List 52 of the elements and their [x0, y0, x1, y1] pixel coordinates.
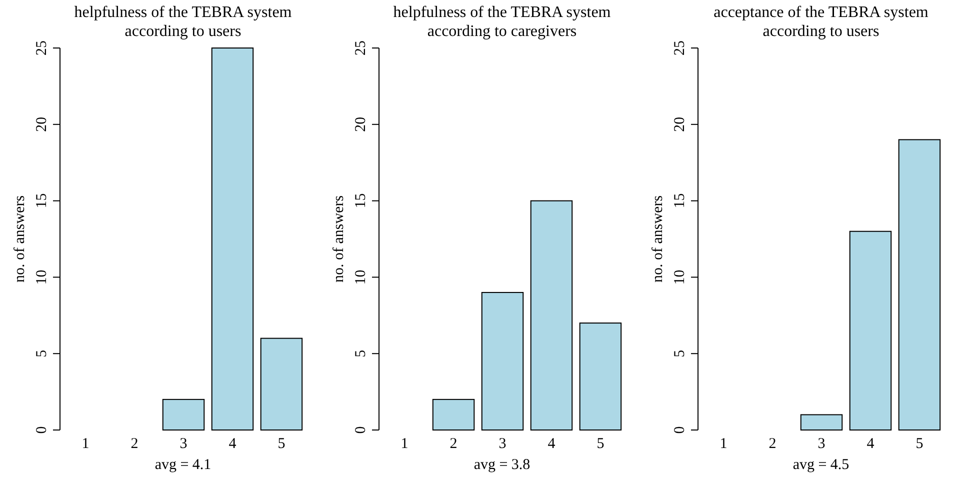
y-tick-label: 15 — [34, 193, 50, 208]
chart-title: acceptance of the TEBRA system according to users — [714, 4, 929, 40]
bar — [849, 230, 892, 430]
bar — [898, 139, 941, 430]
y-tick-label: 15 — [353, 193, 369, 208]
chart-title: helpfulness of the TEBRA system according to caregivers — [393, 4, 612, 40]
bar — [211, 48, 254, 430]
x-tick-label: 4 — [228, 436, 237, 452]
x-tick-label: 2 — [450, 436, 458, 452]
y-tick-label: 0 — [672, 426, 688, 434]
y-tick-label: 25 — [672, 40, 688, 56]
y-axis-title: no. of answers — [12, 195, 28, 283]
bar — [260, 338, 303, 430]
x-tick-label: 5 — [916, 436, 924, 452]
y-axis-title: no. of answers — [331, 195, 347, 283]
y-tick-label: 20 — [353, 116, 369, 132]
x-tick-label: 5 — [596, 436, 604, 452]
y-tick-label: 20 — [672, 116, 688, 132]
x-tick-label: 3 — [818, 436, 826, 452]
x-tick-label: 2 — [130, 436, 138, 452]
bar — [432, 398, 475, 430]
x-axis-title: avg = 4.5 — [792, 457, 850, 473]
x-axis-title: avg = 4.1 — [154, 457, 212, 473]
x-tick-label: 3 — [498, 436, 506, 452]
chart-title: helpfulness of the TEBRA system according to users — [74, 4, 292, 40]
x-tick-label: 1 — [82, 436, 90, 452]
y-tick-label: 10 — [353, 270, 369, 285]
x-axis-title: avg = 3.8 — [474, 457, 530, 473]
y-tick-label: 5 — [672, 350, 688, 358]
x-tick-label: 1 — [400, 436, 408, 452]
y-tick-label: 0 — [353, 426, 369, 434]
bar — [530, 200, 573, 430]
bar — [162, 398, 205, 430]
y-tick-label: 25 — [353, 40, 369, 56]
y-tick-label: 15 — [672, 193, 688, 208]
y-tick-label: 10 — [34, 270, 50, 285]
bar — [800, 414, 843, 430]
y-tick-label: 25 — [34, 40, 50, 56]
bar — [579, 322, 622, 430]
bar — [481, 292, 524, 430]
y-tick-label: 0 — [34, 426, 50, 434]
x-tick-label: 1 — [720, 436, 728, 452]
x-tick-label: 2 — [768, 436, 776, 452]
y-tick-label: 20 — [34, 116, 50, 132]
x-tick-label: 4 — [548, 436, 556, 452]
x-tick-label: 3 — [180, 436, 188, 452]
y-tick-label: 10 — [672, 270, 688, 285]
x-tick-label: 5 — [278, 436, 286, 452]
y-tick-label: 5 — [34, 350, 50, 358]
y-tick-label: 5 — [353, 350, 369, 358]
x-tick-label: 4 — [866, 436, 875, 452]
y-axis-title: no. of answers — [650, 195, 666, 283]
